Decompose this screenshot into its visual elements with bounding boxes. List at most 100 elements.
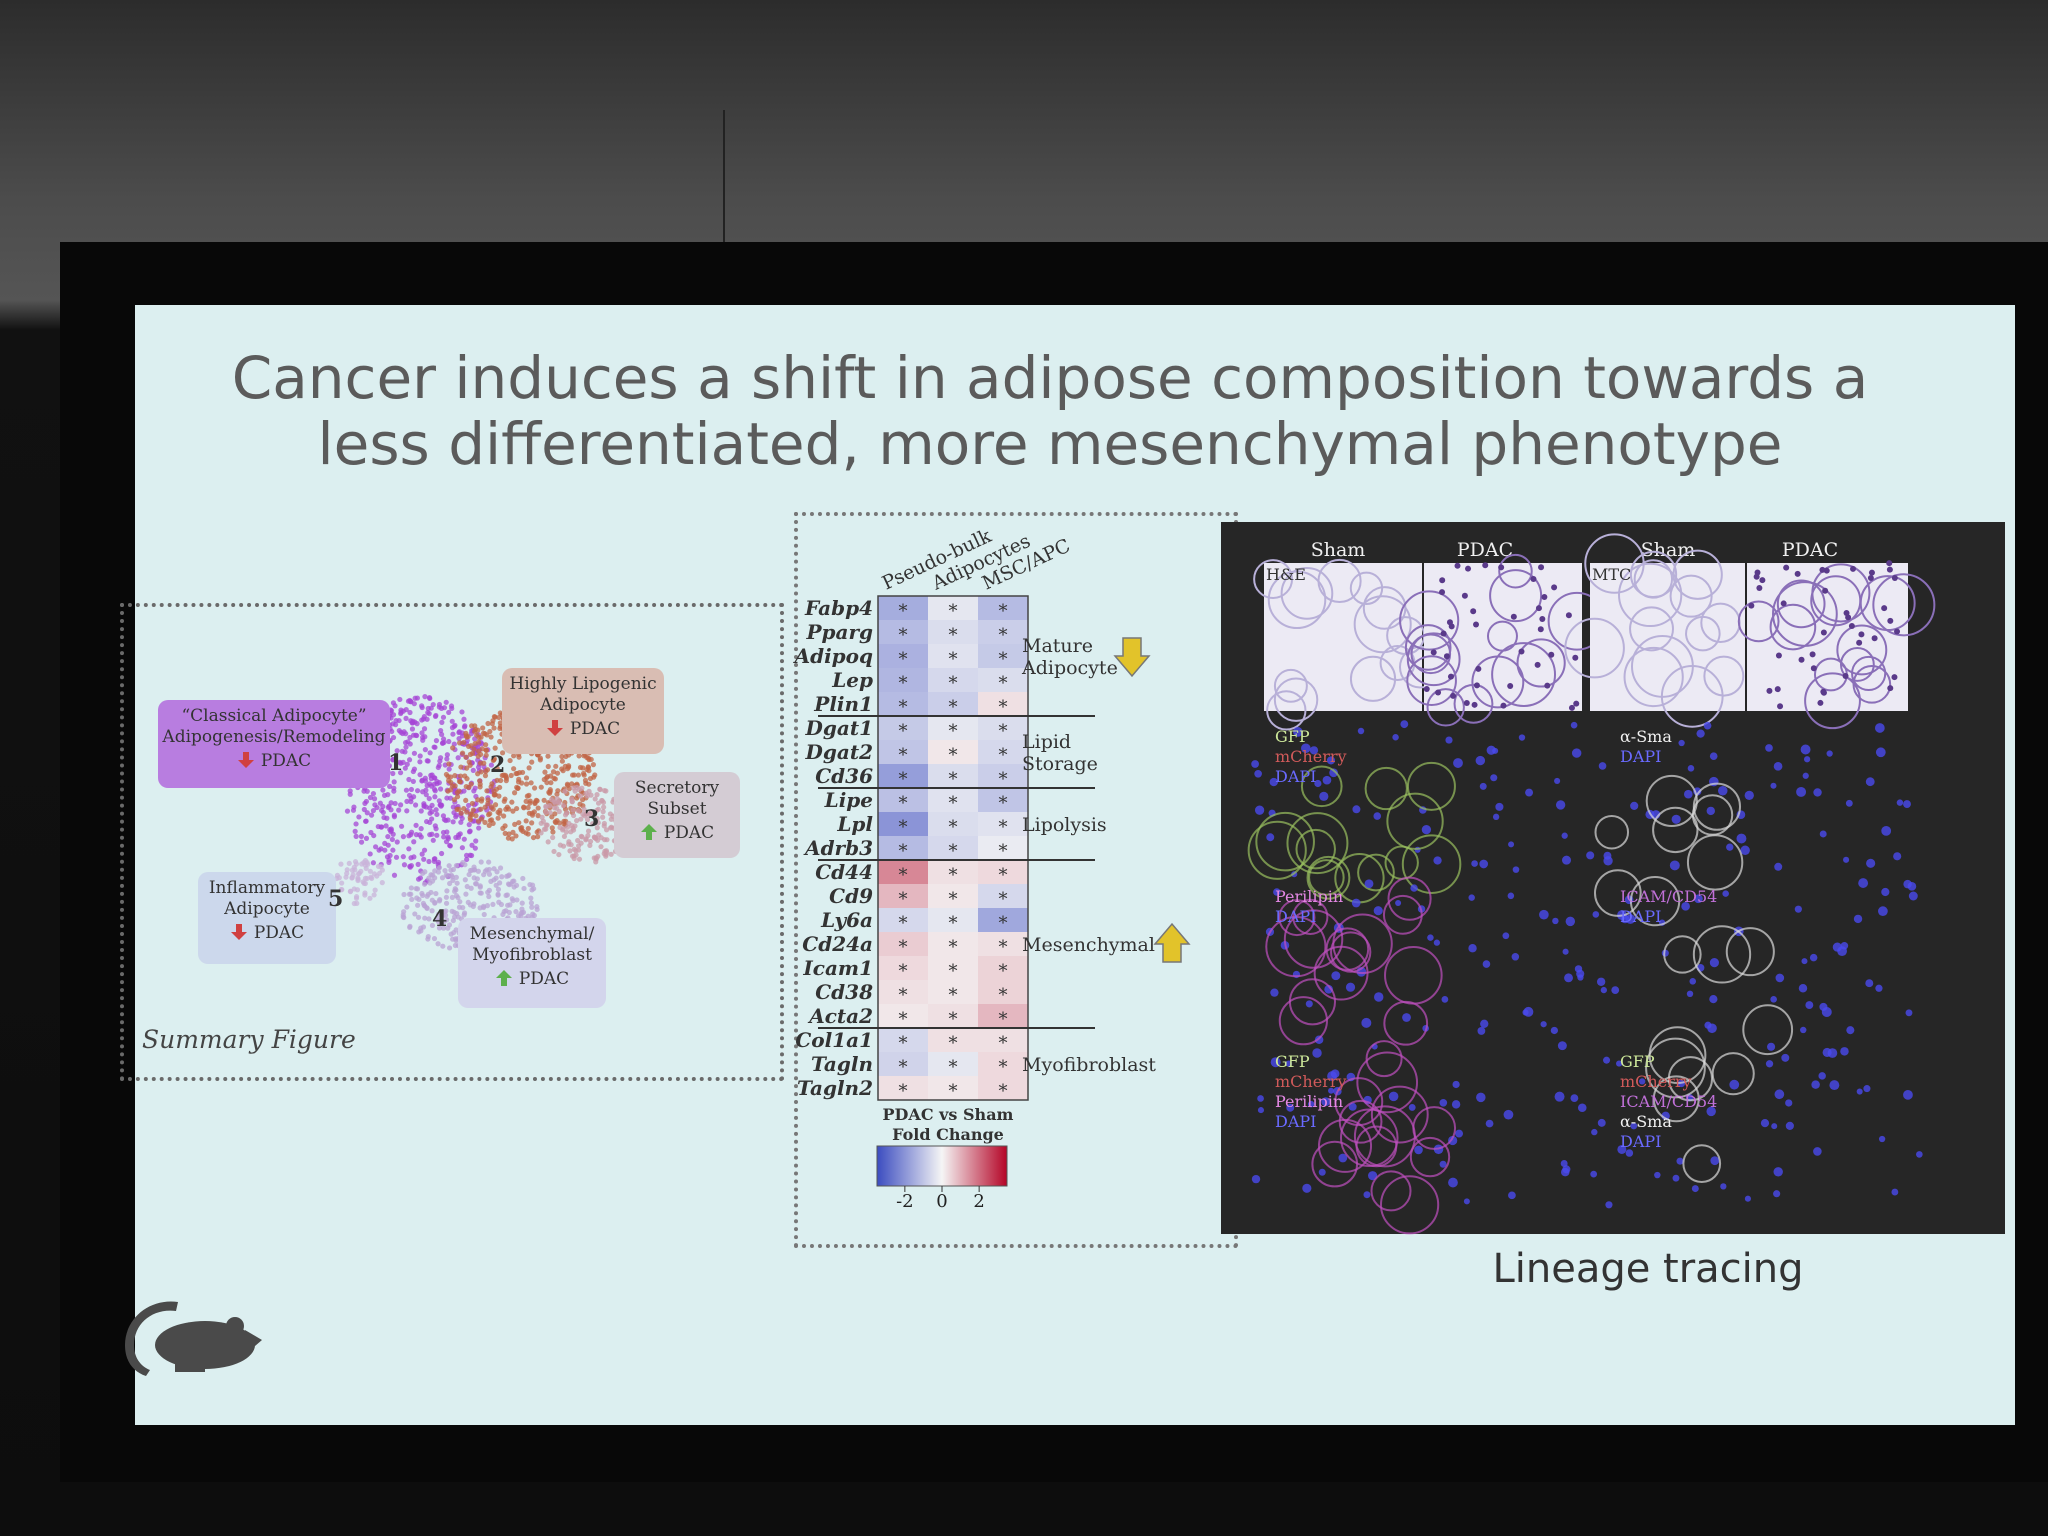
umap-point [432, 788, 438, 794]
membrane [1645, 774, 1698, 827]
nucleus [1565, 612, 1572, 619]
cluster-number: 4 [432, 906, 448, 932]
dapi-nucleus [1453, 758, 1463, 768]
umap-point [485, 800, 491, 807]
umap-point [608, 816, 614, 822]
umap-point [374, 873, 380, 879]
cluster-change: PDAC [458, 969, 606, 990]
umap-point [479, 746, 485, 752]
umap-point [410, 768, 416, 775]
condition: PDAC [569, 719, 621, 739]
umap-point [509, 836, 515, 842]
umap-point [365, 861, 371, 867]
umap-point [476, 825, 482, 831]
umap-point [435, 859, 442, 865]
umap-point [486, 859, 492, 865]
adipocyte-outline [1769, 603, 1817, 651]
umap-point [427, 810, 433, 816]
umap-point [545, 763, 551, 770]
cluster-change: PDAC [198, 923, 336, 944]
dapi-nucleus [1681, 902, 1690, 911]
colorbar-tick-label: 0 [936, 1191, 947, 1212]
umap-point [583, 836, 589, 842]
dapi-nucleus [1286, 1103, 1295, 1112]
dapi-nucleus [1740, 845, 1750, 856]
gene-label: Lpl [836, 812, 873, 836]
umap-point [433, 890, 439, 897]
umap-point [458, 819, 464, 825]
umap-point [391, 779, 397, 785]
umap-point [486, 822, 492, 829]
umap-point [441, 739, 447, 746]
dapi-nucleus [1309, 746, 1319, 755]
umap-point [424, 818, 430, 825]
umap-point [551, 848, 557, 855]
dapi-nucleus [1770, 996, 1777, 1003]
umap-point [505, 881, 512, 887]
umap-point [557, 842, 563, 848]
adipocyte-outline [1703, 655, 1745, 697]
umap-point [444, 752, 450, 758]
nucleus [1443, 653, 1450, 660]
channel-label: ICAM/CD54 [1620, 1092, 1717, 1111]
umap-point [429, 908, 435, 914]
umap-point [469, 811, 475, 818]
umap-point [568, 829, 574, 835]
umap-point [603, 827, 610, 833]
nucleus [1450, 692, 1457, 699]
group-label-line: Adipocyte [1021, 657, 1118, 679]
umap-point [443, 900, 450, 906]
umap-point [403, 787, 410, 793]
umap-point [426, 711, 432, 717]
gene-label: Fabp4 [804, 596, 873, 620]
umap-point [578, 833, 584, 839]
umap-point [394, 748, 400, 754]
umap-point [447, 880, 453, 887]
umap-point [443, 771, 450, 778]
dapi-nucleus [1402, 1013, 1411, 1022]
umap-point [479, 796, 485, 802]
umap-point [407, 709, 413, 716]
gene-label: Acta2 [807, 1004, 873, 1028]
dapi-nucleus [1709, 958, 1719, 968]
nucleus [1551, 584, 1558, 591]
adipocyte-outline [1404, 624, 1452, 671]
legend-title-line: Fold Change [892, 1125, 1004, 1144]
umap-point [447, 842, 453, 849]
change-arrow [546, 720, 563, 736]
heatmap-cell [978, 716, 1028, 740]
dapi-nucleus [1477, 1027, 1486, 1035]
channel-label: DAPI [1620, 747, 1661, 766]
heatmap-cell [928, 1028, 978, 1052]
dapi-nucleus [1270, 988, 1279, 997]
umap-point [573, 848, 579, 854]
umap-point [427, 781, 433, 787]
dapi-nucleus [1832, 942, 1842, 952]
umap-point [472, 845, 478, 851]
umap-point [552, 811, 558, 817]
dapi-nucleus [1338, 1153, 1348, 1163]
heatmap-cell [878, 740, 928, 764]
nucleus [1573, 700, 1580, 707]
dapi-nucleus [1865, 777, 1875, 787]
umap-point [450, 745, 456, 751]
umap-point [555, 788, 561, 794]
membrane [1629, 876, 1681, 927]
significance-marker: * [999, 769, 1008, 790]
umap-point [378, 824, 384, 830]
umap-point [523, 818, 529, 824]
umap-point [454, 789, 460, 796]
umap-point [450, 819, 456, 825]
dapi-nucleus [1907, 881, 1917, 891]
umap-point [581, 813, 588, 819]
membrane [1286, 812, 1349, 875]
channel-label: α-Sma [1620, 727, 1672, 746]
dapi-nucleus [1570, 1094, 1579, 1103]
nucleus [1842, 673, 1849, 680]
membrane [1330, 931, 1372, 973]
dapi-nucleus [1774, 1089, 1785, 1100]
umap-point [508, 772, 514, 779]
dapi-nucleus [1683, 789, 1693, 799]
dapi-nucleus [1400, 720, 1409, 729]
membrane [1663, 935, 1702, 974]
